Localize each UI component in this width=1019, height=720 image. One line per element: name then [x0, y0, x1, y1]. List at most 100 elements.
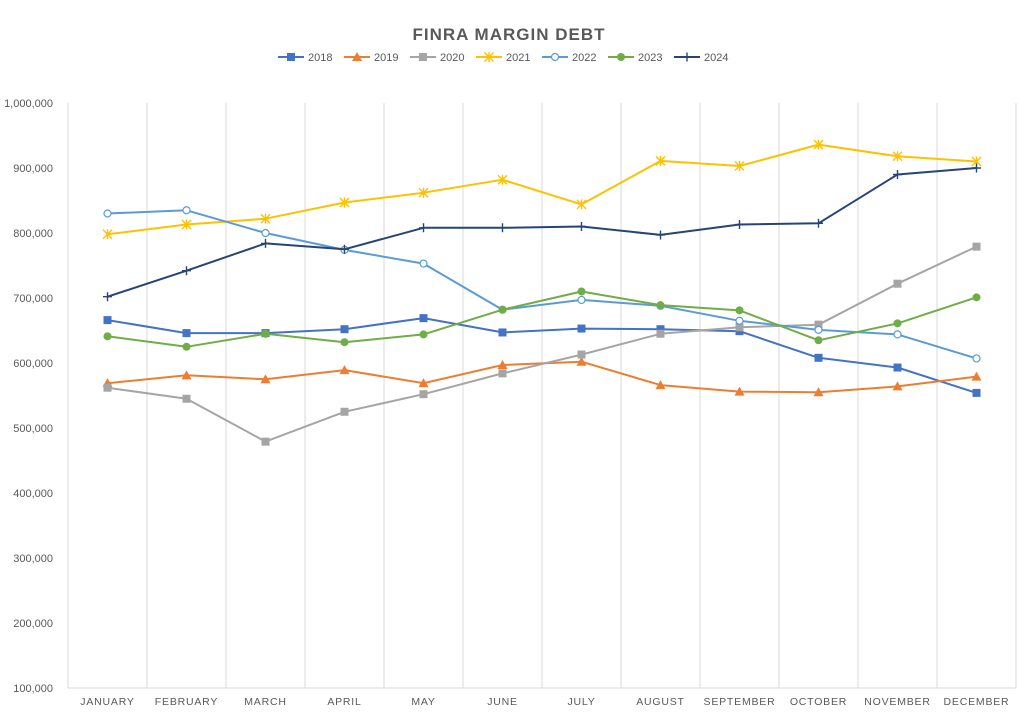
data-point [735, 306, 744, 315]
data-point [813, 139, 824, 150]
y-tick-label: 400,000 [13, 488, 53, 500]
data-point [261, 228, 270, 238]
data-point [498, 369, 507, 378]
data-point [734, 161, 745, 172]
series-2021 [102, 139, 982, 240]
x-tick-label: AUGUST [636, 696, 685, 708]
data-point [972, 242, 981, 251]
data-point [893, 319, 902, 328]
data-point [972, 354, 981, 363]
data-point [656, 301, 665, 310]
series-line [107, 209, 977, 360]
data-point [892, 381, 903, 391]
data-point [103, 316, 112, 325]
data-point [656, 325, 665, 334]
data-point [497, 174, 508, 185]
data-point [655, 380, 666, 390]
data-point [498, 305, 507, 314]
data-point [340, 244, 349, 254]
data-point [339, 197, 350, 208]
y-tick-label: 300,000 [13, 553, 53, 565]
data-point [971, 371, 982, 381]
x-tick-label: APRIL [327, 696, 361, 708]
series-line [107, 290, 977, 348]
data-point [182, 329, 191, 338]
x-tick-label: MAY [411, 696, 435, 708]
y-tick-label: 700,000 [13, 293, 53, 305]
series-2022 [103, 206, 981, 363]
data-point [893, 170, 902, 179]
data-point [735, 220, 744, 230]
y-tick-label: 800,000 [13, 228, 53, 240]
legend-label: 2020 [440, 52, 464, 64]
data-point [577, 324, 586, 333]
data-point [735, 316, 744, 325]
data-point [577, 287, 586, 296]
legend-item: 2024 [674, 52, 728, 64]
data-point [419, 314, 428, 323]
data-point [260, 213, 271, 224]
legend-item: 2020 [410, 52, 464, 64]
data-point [287, 53, 295, 61]
data-point [340, 338, 349, 347]
data-point [352, 52, 362, 61]
data-point [102, 229, 113, 240]
x-tick-label: DECEMBER [944, 696, 1010, 708]
data-point [103, 332, 112, 341]
x-tick-label: NOVEMBER [864, 696, 931, 708]
data-point [498, 223, 507, 233]
x-tick-label: MARCH [244, 696, 287, 708]
data-point [484, 52, 494, 62]
series-2024 [103, 163, 981, 302]
data-point [339, 365, 350, 375]
data-point [261, 437, 270, 446]
data-point [735, 323, 744, 332]
data-point [656, 329, 665, 338]
chart-title: FINRA MARGIN DEBT [413, 25, 606, 44]
data-point [103, 292, 112, 302]
data-point [577, 350, 586, 359]
y-tick-label: 100,000 [13, 683, 53, 695]
series-2023 [103, 287, 981, 351]
legend-label: 2024 [704, 52, 728, 64]
data-point [103, 383, 112, 392]
y-tick-label: 500,000 [13, 423, 53, 435]
data-point [497, 359, 508, 369]
data-point [182, 266, 191, 276]
data-point [419, 259, 428, 268]
x-tick-label: FEBRUARY [155, 696, 218, 708]
data-point [814, 325, 823, 334]
data-point [419, 223, 428, 233]
data-point [103, 209, 112, 218]
legend-item: 2019 [344, 52, 398, 64]
series-line [107, 143, 977, 236]
data-point [814, 320, 823, 329]
data-point [656, 230, 665, 240]
y-tick-label: 200,000 [13, 618, 53, 630]
x-tick-label: JULY [567, 696, 595, 708]
y-tick-label: 900,000 [13, 163, 53, 175]
data-point [576, 199, 587, 210]
data-point [577, 222, 586, 231]
data-point [418, 187, 429, 198]
data-point [550, 52, 560, 62]
legend-item: 2023 [608, 52, 662, 64]
data-point [893, 279, 902, 288]
legend-item: 2021 [476, 52, 530, 64]
data-point [577, 295, 586, 305]
data-point [576, 356, 587, 366]
data-point [340, 407, 349, 416]
y-axis: 100,000 200,000 300,000 400,000 500,000 600,0… [4, 98, 53, 695]
gridlines [67, 103, 1017, 689]
series-2018 [103, 314, 981, 397]
data-point [813, 387, 824, 397]
data-point [814, 336, 823, 345]
legend-label: 2022 [572, 52, 596, 64]
legend-label: 2021 [506, 52, 530, 64]
data-point [419, 330, 428, 339]
data-point [260, 374, 271, 384]
data-point [181, 370, 192, 380]
x-tick-label: JANUARY [80, 696, 134, 708]
